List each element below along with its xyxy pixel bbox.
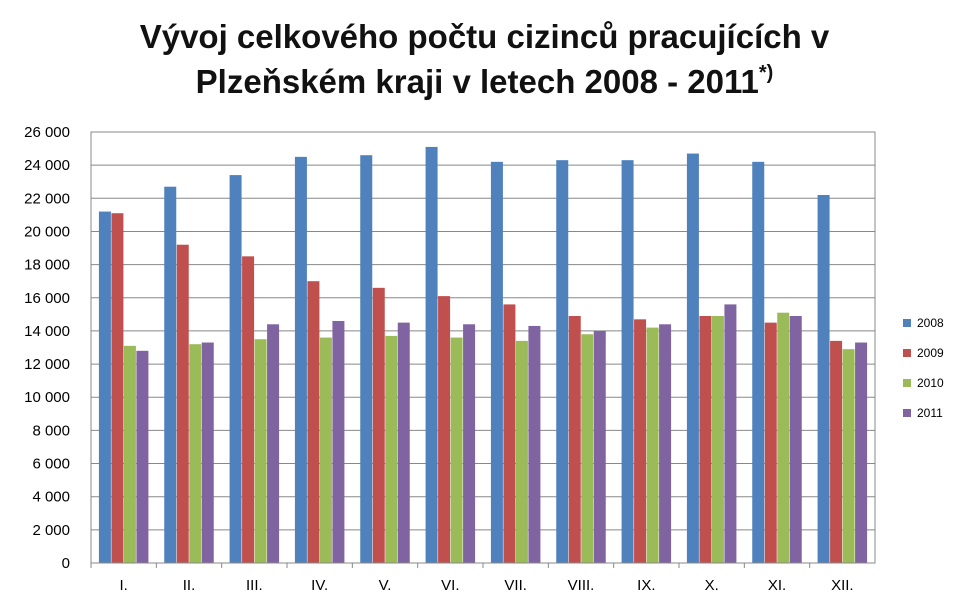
x-category-label: VIII. [568, 577, 595, 594]
bar-2009 [438, 296, 451, 563]
legend-label: 2008 [917, 316, 944, 330]
bar-2009 [372, 287, 385, 563]
bar-2011 [528, 325, 541, 563]
bar-2011 [397, 322, 410, 563]
bar-2009 [176, 244, 189, 563]
bar-2011 [593, 330, 606, 563]
chart-title-line2-text: Plzeňském kraji v letech 2008 - 2011 [195, 63, 759, 100]
bar-2009 [634, 319, 647, 563]
bar-2010 [123, 345, 136, 563]
bar-2011 [855, 342, 868, 563]
x-category-label: IX. [637, 577, 655, 594]
bar-2008 [556, 160, 569, 563]
y-tick-label: 2 000 [32, 522, 70, 539]
x-category-label: V. [379, 577, 392, 594]
bar-2009 [111, 213, 124, 563]
y-tick-label: 24 000 [24, 157, 70, 174]
bar-2010 [189, 344, 202, 563]
bar-2010 [711, 316, 724, 563]
y-tick-label: 4 000 [32, 489, 70, 506]
x-category-label: VII. [504, 577, 527, 594]
y-tick-label: 6 000 [32, 456, 70, 473]
bar-2011 [201, 342, 214, 563]
bar-2010 [646, 327, 659, 563]
gridlines [91, 131, 875, 531]
legend-swatch [903, 379, 911, 387]
legend-swatch [903, 319, 911, 327]
bar-2011 [463, 324, 476, 563]
x-category-label: IV. [311, 577, 328, 594]
x-category-label: XII. [831, 577, 854, 594]
bar-2011 [136, 350, 149, 563]
legend-label: 2009 [917, 346, 944, 360]
x-category-label: I. [119, 577, 127, 594]
legend-label: 2011 [917, 406, 943, 420]
bar-2010 [515, 340, 528, 563]
bar-2010 [842, 349, 855, 563]
y-tick-label: 10 000 [24, 389, 70, 406]
chart-title-line1: Vývoj celkového počtu cizinců pracujícíc… [139, 18, 830, 55]
bar-2010 [254, 339, 267, 563]
bar-2011 [332, 320, 345, 563]
bar-2010 [385, 335, 398, 563]
y-tick-label: 12 000 [24, 356, 70, 373]
bar-2008 [164, 186, 177, 563]
bar-2008 [817, 194, 830, 563]
legend: 2008 2009 2010 2011 [903, 308, 944, 428]
bar-2009 [242, 256, 255, 563]
bar-2008 [98, 211, 111, 564]
bar-2008 [229, 175, 242, 563]
y-tick-label: 20 000 [24, 223, 70, 240]
y-tick-label: 22 000 [24, 190, 70, 207]
legend-item-2009: 2009 [903, 338, 944, 368]
bar-2008 [686, 153, 699, 564]
legend-item-2010: 2010 [903, 368, 944, 398]
legend-swatch [903, 409, 911, 417]
y-axis-tick-labels: 0 2 000 4 000 6 000 8 000 10 000 12 000 14 000 1… [24, 124, 70, 572]
bar-2009 [307, 281, 320, 563]
bar-2009 [568, 316, 581, 563]
axes [90, 131, 876, 568]
y-tick-label: 0 [62, 555, 70, 572]
x-category-label: X. [705, 577, 719, 594]
x-category-label: III. [246, 577, 263, 594]
y-tick-label: 16 000 [24, 290, 70, 307]
bar-2011 [267, 324, 280, 563]
bar-2008 [425, 146, 438, 563]
x-axis-category-labels: I. II. III. IV. V. VI. VII. VIII. IX. X. XI. XII. [119, 577, 853, 594]
bar-2009 [503, 304, 516, 563]
bar-2010 [581, 334, 594, 563]
bar-2008 [294, 156, 307, 563]
x-category-label: XI. [768, 577, 786, 594]
legend-item-2011: 2011 [903, 398, 944, 428]
bar-2008 [360, 155, 373, 563]
y-tick-label: 26 000 [24, 124, 70, 141]
chart-title: Vývoj celkového počtu cizinců pracujícíc… [0, 14, 969, 104]
y-tick-label: 14 000 [24, 323, 70, 340]
x-category-label: II. [183, 577, 196, 594]
legend-label: 2010 [917, 376, 944, 390]
bar-2008 [490, 161, 503, 564]
bar-2009 [830, 340, 843, 563]
bar-2010 [450, 337, 463, 563]
y-tick-label: 8 000 [32, 422, 70, 439]
bar-2011 [789, 316, 802, 563]
bar-2009 [699, 316, 712, 563]
legend-swatch [903, 349, 911, 357]
chart-title-line2: Plzeňském kraji v letech 2008 - 2011*) [0, 59, 969, 104]
bar-2011 [724, 304, 737, 563]
bar-2009 [764, 322, 777, 563]
chart-title-note: *) [758, 62, 774, 84]
bar-2010 [777, 312, 790, 563]
bar-2010 [319, 337, 332, 563]
x-category-label: VI. [441, 577, 459, 594]
bar-2011 [659, 324, 672, 563]
bar-2008 [621, 160, 634, 563]
bar-2008 [752, 161, 765, 564]
legend-item-2008: 2008 [903, 308, 944, 338]
bars [98, 146, 868, 564]
y-tick-label: 18 000 [24, 257, 70, 274]
